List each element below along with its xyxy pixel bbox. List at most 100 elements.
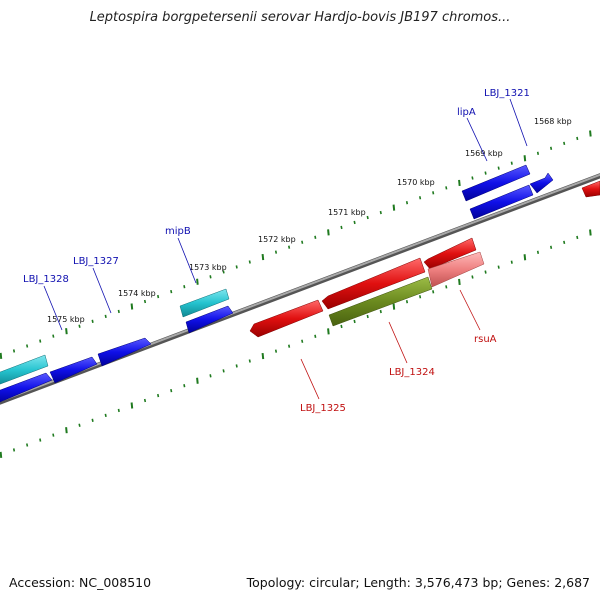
scale-tick xyxy=(183,285,186,289)
scale-tick xyxy=(458,179,461,187)
scale-tick xyxy=(117,408,120,413)
scale-tick xyxy=(353,220,356,225)
scale-tick xyxy=(91,319,94,323)
scale-tick xyxy=(576,136,579,141)
scale-tick xyxy=(589,229,592,236)
scale-tick xyxy=(78,324,81,328)
gene-lbj-1328[interactable] xyxy=(49,356,98,384)
scale-tick xyxy=(52,334,55,338)
scale-tick xyxy=(39,438,42,442)
scale-tick xyxy=(366,314,369,319)
scale-tick xyxy=(523,254,527,261)
gene-lipa-lower[interactable] xyxy=(469,184,534,220)
scale-tick xyxy=(510,161,513,165)
scale-tick xyxy=(288,344,291,348)
gene-mipb[interactable] xyxy=(179,288,230,318)
gene-lbj-1327[interactable] xyxy=(97,337,152,367)
scale-label-1574: 1574 kbp xyxy=(118,289,156,298)
backbone-highlight xyxy=(0,173,600,403)
forward-genes xyxy=(0,164,554,404)
scale-tick xyxy=(52,433,55,437)
label-lbj-1328: LBJ_1328 xyxy=(23,274,69,285)
scale-label-1571: 1571 kbp xyxy=(328,208,366,217)
scale-tick xyxy=(458,278,461,286)
scale-tick xyxy=(222,270,225,274)
label-mipb: mipB xyxy=(165,226,191,237)
gene-rsua-red[interactable] xyxy=(423,237,477,270)
scale-tick xyxy=(209,275,212,279)
scale-tick xyxy=(65,328,68,335)
gene-lbj-1324-olive[interactable] xyxy=(328,276,433,327)
scale-tick xyxy=(248,260,251,264)
scale-tick xyxy=(130,303,134,310)
scale-tick xyxy=(314,334,317,338)
scale-tick xyxy=(471,176,474,180)
scale-tick xyxy=(248,359,251,363)
label-leaders xyxy=(43,98,528,400)
gene-right-red[interactable] xyxy=(581,180,600,198)
scale-tick xyxy=(484,171,487,175)
scale-tick xyxy=(26,443,29,447)
scale-tick xyxy=(12,448,16,452)
scale-tick xyxy=(497,166,500,170)
scale-tick xyxy=(418,295,422,299)
scale-label-1568: 1568 kbp xyxy=(534,117,572,126)
scale-tick xyxy=(418,196,422,200)
label-rsua: rsuA xyxy=(474,334,497,345)
label-lbj-1325: LBJ_1325 xyxy=(300,403,346,414)
scale-tick xyxy=(432,290,435,294)
gene-rsua[interactable] xyxy=(427,251,485,288)
scale-tick xyxy=(130,402,134,409)
scale-tick xyxy=(445,285,448,289)
label-lipa: lipA xyxy=(457,107,476,118)
scale-tick xyxy=(183,384,186,388)
scale-tick xyxy=(235,364,238,368)
scale-tick xyxy=(91,418,94,422)
scale-tick xyxy=(261,352,265,360)
gene-lbj-1325[interactable] xyxy=(249,299,324,338)
scale-tick xyxy=(392,204,396,211)
scale-tick xyxy=(301,240,304,244)
scale-tick xyxy=(563,240,566,245)
scale-tick xyxy=(589,130,592,137)
scale-label-1573: 1573 kbp xyxy=(189,263,227,272)
scale-tick xyxy=(222,369,225,373)
scale-tick xyxy=(576,235,579,240)
scale-tick xyxy=(549,146,553,151)
gene-lipa[interactable] xyxy=(461,164,531,202)
scale-tick xyxy=(523,155,527,162)
scale-tick xyxy=(39,339,42,343)
gene-mipb-lower[interactable] xyxy=(185,305,234,334)
scale-tick xyxy=(484,270,487,274)
scale-tick xyxy=(274,250,278,254)
scale-tick xyxy=(510,260,513,264)
label-lbj-1327: LBJ_1327 xyxy=(73,256,119,267)
scale-tick xyxy=(379,210,382,215)
scale-tick xyxy=(0,352,3,359)
scale-tick xyxy=(209,374,212,378)
scale-tick xyxy=(288,245,291,249)
gene-left-blue[interactable] xyxy=(0,372,53,404)
scale-label-1575: 1575 kbp xyxy=(47,315,85,324)
scale-tick xyxy=(301,339,304,343)
scale-tick xyxy=(405,201,409,205)
scale-tick xyxy=(26,344,29,348)
scale-tick xyxy=(432,191,435,195)
map-title: Leptospira borgpetersenii serovar Hardjo… xyxy=(89,10,511,25)
scale-tick xyxy=(563,141,566,146)
scale-tick xyxy=(536,250,540,254)
scale-tick xyxy=(549,245,553,250)
scale-tick xyxy=(497,265,500,269)
gene-lbj-1321[interactable] xyxy=(529,172,554,194)
scale-tick xyxy=(379,309,382,314)
scale-tick xyxy=(196,278,199,285)
scale-tick xyxy=(143,299,147,304)
gene-lbj-1324[interactable] xyxy=(321,257,426,310)
scale-tick xyxy=(65,427,68,434)
label-lbj-1321: LBJ_1321 xyxy=(484,88,530,99)
scale-tick xyxy=(0,451,3,458)
scale-tick xyxy=(170,388,173,393)
scale-tick xyxy=(471,275,474,279)
scale-tick xyxy=(445,186,448,190)
gene-left-cyan[interactable] xyxy=(0,354,49,386)
